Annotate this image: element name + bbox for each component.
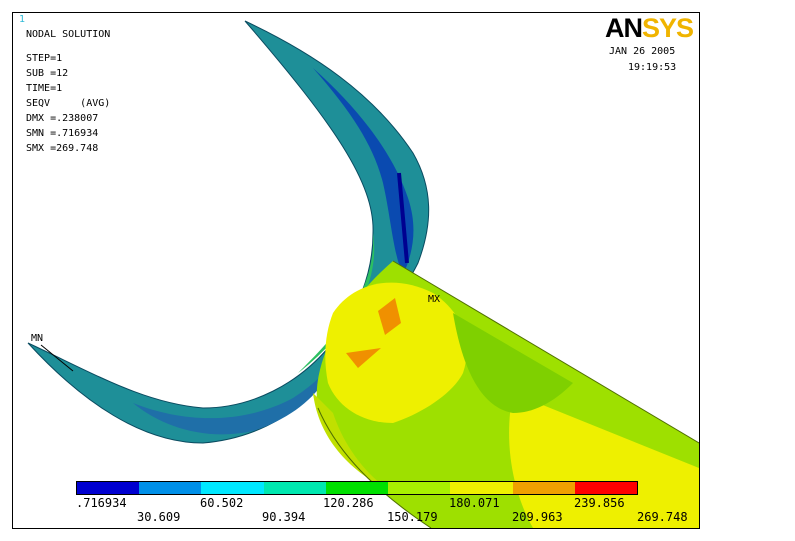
legend-label-top: 180.071 (449, 496, 500, 510)
contour-legend-bar (76, 481, 638, 495)
legend-label-top: 239.856 (574, 496, 625, 510)
legend-swatch-0 (77, 482, 140, 494)
dmx-label: DMX =.238007 (26, 113, 99, 124)
window-number: 1 (19, 14, 26, 25)
min-marker: MN (31, 333, 44, 344)
legend-label-top: .716934 (76, 496, 127, 510)
stress-contour-model (27, 20, 699, 528)
legend-swatch-2 (201, 482, 264, 494)
legend-swatch-5 (388, 482, 451, 494)
legend-label-bottom: 90.394 (262, 510, 306, 524)
handle-green-zone (453, 313, 573, 413)
ansys-logo: ANSYS (605, 13, 694, 43)
legend-label-bottom: 269.748 (637, 510, 688, 524)
smn-label: SMN =.716934 (26, 128, 99, 139)
handle-edge (317, 260, 699, 528)
step-label: STEP=1 (26, 53, 63, 64)
legend-swatch-6 (450, 482, 513, 494)
legend-label-top: 120.286 (323, 496, 374, 510)
legend-swatch-4 (325, 482, 389, 494)
handle-shadow-rim (313, 393, 393, 493)
legend-swatch-3 (263, 482, 326, 494)
legend-label-bottom: 30.609 (137, 510, 181, 524)
time-step-label: TIME=1 (26, 83, 63, 94)
sub-label: SUB =12 (26, 68, 69, 79)
smx-label: SMX =269.748 (26, 143, 99, 154)
legend-swatch-1 (139, 482, 202, 494)
hook-lower-band (133, 363, 333, 435)
legend-label-bottom: 209.963 (512, 510, 563, 524)
hook-outer (27, 20, 430, 444)
hook-inner-band (313, 68, 414, 275)
date-label: JAN 26 2005 (609, 46, 676, 57)
handle-yellow-zone (325, 282, 467, 423)
time-label: 19:19:53 (628, 62, 677, 73)
max-marker: MX (428, 294, 441, 305)
hotspot-2 (346, 348, 381, 368)
legend-swatch-8 (574, 482, 637, 494)
seqv-label: SEQV (AVG) (26, 98, 111, 109)
legend-swatch-7 (512, 482, 575, 494)
solution-title: NODAL SOLUTION (26, 29, 111, 40)
legend-label-bottom: 150.179 (387, 510, 438, 524)
graphics-window[interactable]: 1 ANSYS JAN 26 2005 19:19:53 NODAL SOLUT… (12, 12, 700, 529)
hotspot-1 (378, 298, 401, 335)
legend-label-top: 60.502 (200, 496, 244, 510)
